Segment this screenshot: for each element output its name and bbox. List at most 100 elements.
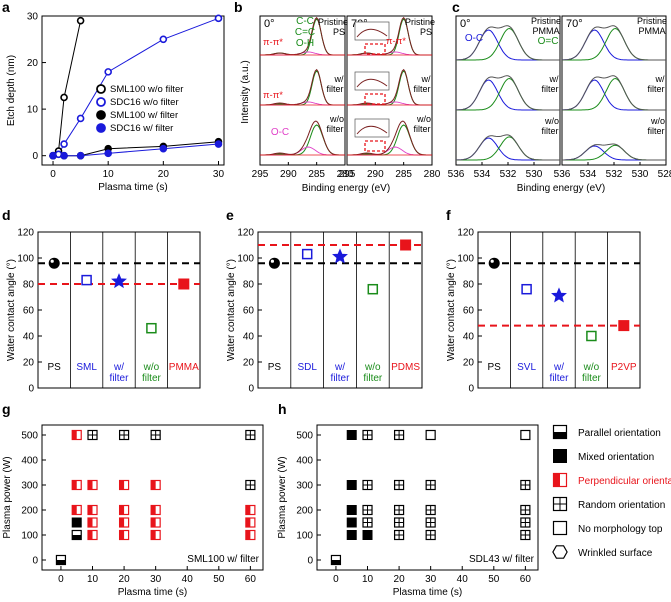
legend-marker [553, 449, 567, 463]
panel-letter: g [2, 401, 11, 417]
axes-frame [259, 15, 346, 166]
legend-marker [96, 84, 106, 94]
x-tick-label: 40 [182, 574, 194, 585]
peak-annotation: C=C [295, 27, 315, 38]
angle-label: 70° [566, 18, 583, 30]
peak-annotation: O-H [296, 38, 314, 49]
x-tick-label: 530 [632, 169, 649, 180]
x-axis-label: Binding energy (eV) [517, 183, 605, 194]
data-point [425, 429, 436, 441]
row-label: w/o [544, 116, 559, 126]
x-tick-label: 20 [394, 574, 406, 585]
axes-frame [346, 15, 433, 166]
category-label: filter [550, 373, 570, 384]
legend-marker-fill [553, 432, 567, 439]
x-tick-label: 0 [50, 169, 56, 180]
x-tick-label: 536 [554, 169, 571, 180]
category-label: PDMS [391, 362, 420, 373]
inset-box [354, 118, 390, 138]
x-tick-label: 10 [362, 574, 374, 585]
y-tick-label: 100 [296, 531, 313, 542]
category-label: w/ [553, 362, 564, 373]
data-point-fill [151, 505, 156, 515]
x-tick-label: 60 [520, 574, 532, 585]
inset-box [354, 71, 390, 91]
x-tick-label: 30 [213, 169, 225, 180]
x-tick-label: 50 [213, 574, 225, 585]
panel-letter: b [234, 0, 243, 15]
y-tick-label: 300 [296, 481, 313, 492]
row-label: w/o [329, 114, 344, 124]
data-point-fill [72, 535, 82, 540]
peak-annotation: O-C [465, 33, 483, 44]
x-tick-label: 290 [367, 169, 384, 180]
panel-title: SML100 w/ filter [187, 554, 259, 565]
data-point [159, 35, 168, 44]
envelope-curve [347, 120, 432, 156]
y-tick-label: 120 [237, 228, 254, 239]
x-tick-label: 60 [245, 574, 257, 585]
row-label: filter [647, 126, 664, 136]
row-label: filter [541, 84, 558, 94]
data-point-highlight [490, 259, 494, 263]
data-point [76, 114, 85, 123]
data-point [111, 273, 127, 289]
category-label: SML [76, 362, 97, 373]
y-tick-label: 100 [457, 254, 474, 265]
x-tick-label: 295 [252, 169, 269, 180]
data-point [346, 517, 357, 528]
y-tick-label: 20 [27, 58, 39, 69]
x-tick-label: 536 [448, 169, 465, 180]
legend-marker [96, 97, 106, 107]
x-tick-label: 20 [119, 574, 131, 585]
category-label: w/ [113, 362, 124, 373]
data-point-fill [88, 530, 93, 540]
legend-label: Wrinkled surface [578, 548, 653, 559]
row-label: w/o [416, 114, 431, 124]
y-tick-label: 20 [23, 358, 35, 369]
panel-letter: f [446, 207, 451, 223]
peak-annotation: O-C [271, 127, 289, 138]
data-point [332, 248, 348, 264]
data-point [346, 430, 357, 440]
y-tick-label: 40 [243, 332, 255, 343]
y-tick-label: 500 [296, 431, 313, 442]
legend-marker [552, 520, 568, 536]
x-tick-label: 30 [150, 574, 162, 585]
x-tick-label: 280 [424, 169, 441, 180]
data-point [81, 274, 92, 286]
y-tick-label: 500 [21, 431, 38, 442]
legend-label: Random orientation [578, 500, 665, 511]
category-label: PS [488, 362, 502, 373]
category-label: PS [268, 362, 282, 373]
data-point [71, 517, 82, 528]
data-point [214, 140, 223, 148]
y-tick-label: 300 [21, 481, 38, 492]
panel-letter: h [278, 401, 287, 417]
x-tick-label: 0 [58, 574, 64, 585]
peak-annotation: π-π* [263, 37, 283, 48]
x-axis-label: Plasma time (s) [98, 182, 167, 193]
y-axis-label: Etch depth (nm) [6, 55, 17, 126]
envelope-curve [456, 25, 560, 61]
angle-label: 0° [460, 18, 471, 30]
y-tick-label: 40 [23, 332, 35, 343]
zoom-region [364, 140, 386, 152]
row-label: filter [541, 126, 558, 136]
x-tick-label: 285 [308, 169, 325, 180]
data-point [76, 151, 85, 160]
y-tick-label: 100 [21, 531, 38, 542]
data-point [104, 149, 112, 158]
data-point [60, 140, 68, 148]
data-point-fill [72, 480, 77, 490]
x-tick-label: 280 [337, 169, 354, 180]
data-point [346, 530, 357, 540]
row-label: w/ [655, 74, 665, 84]
data-point-fill [331, 560, 341, 565]
data-point [618, 320, 630, 332]
x-axis-label: Plasma time (s) [393, 587, 462, 598]
data-point [214, 14, 223, 23]
data-point-fill [88, 518, 93, 527]
row-label: w/ [334, 74, 344, 84]
